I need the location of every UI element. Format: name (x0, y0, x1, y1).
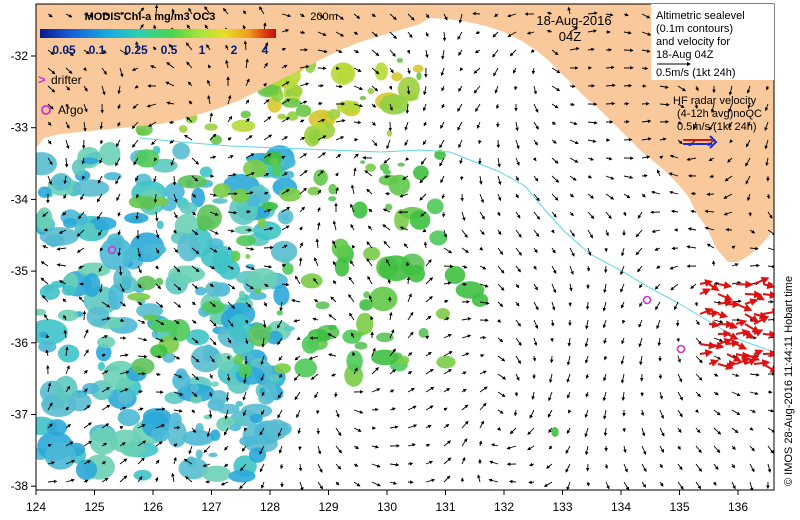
hf-legend-line: 0.5m/s (1kt 24h) (677, 121, 756, 133)
argo-float-marker (676, 344, 686, 354)
y-axis-ticks: -32 -33 -34 -35 -36 -37 -38 (11, 49, 36, 493)
y-tick-label: -34 (11, 192, 29, 206)
colorbar-tick: 4 (262, 43, 269, 57)
colorbar-tick: 0.5 (161, 43, 178, 57)
isobath-label: 200m (310, 11, 338, 23)
isobath-200m-line (139, 137, 774, 353)
map-date: 18-Aug-2016 (536, 13, 611, 28)
hf-legend-line: HF radar velocity (673, 95, 757, 107)
x-tick-label: 135 (669, 500, 689, 514)
argo-floats (107, 245, 686, 354)
x-tick-label: 133 (552, 500, 572, 514)
y-tick-label: -35 (11, 264, 29, 278)
x-tick-label: 127 (201, 500, 221, 514)
altimetry-legend-line: and velocity for (656, 36, 730, 48)
altimetry-legend-line: 0.5m/s (1kt 24h) (656, 67, 735, 79)
argo-float-marker (107, 245, 117, 255)
colorbar: MODIS Chl-a mg/m3 OC3 0.05 0.1 0.25 0.5 … (40, 11, 276, 57)
colorbar-tick: 1 (199, 43, 206, 57)
altimetry-velocity-vectors (40, 4, 774, 490)
altimetry-legend-box (651, 4, 774, 80)
hf-radar-velocity-vectors (699, 276, 774, 373)
plot-frame (35, 3, 775, 491)
drifter-symbol-icon: > (38, 72, 46, 87)
x-tick-label: 132 (494, 500, 514, 514)
x-tick-label: 134 (611, 500, 631, 514)
colorbar-gradient (40, 29, 276, 38)
credit-text: © IMOS 28-Aug-2016 11:44:11 Hobart time (783, 276, 795, 486)
y-tick-label: -36 (11, 336, 29, 350)
x-tick-label: 126 (143, 500, 163, 514)
hf-legend-line: (4-12h avg)noQC (677, 108, 762, 120)
y-tick-label: -32 (11, 49, 29, 63)
x-tick-label: 136 (728, 500, 748, 514)
y-tick-label: -33 (11, 121, 29, 135)
drifter-legend-label: drifter (51, 73, 82, 87)
argo-float-marker (642, 295, 652, 305)
argo-legend-icon (41, 105, 51, 115)
hf-scale-arrow-icon (709, 135, 718, 149)
altimetry-legend: Altimetric sealevel (0.1m contours) and … (651, 4, 774, 80)
map-time: 04Z (559, 29, 581, 44)
y-tick-label: -38 (11, 479, 29, 493)
colorbar-tick: 0.25 (124, 43, 148, 57)
y-tick-label: -37 (11, 408, 29, 422)
colorbar-tick: 2 (231, 43, 238, 57)
x-tick-label: 131 (435, 500, 455, 514)
marker-legend: > drifter Argo (38, 72, 84, 117)
x-tick-label: 128 (260, 500, 280, 514)
altimetry-legend-line: 18-Aug 04Z (656, 49, 714, 61)
x-tick-label: 130 (377, 500, 397, 514)
x-tick-label: 124 (26, 500, 46, 514)
argo-legend-label: Argo (58, 103, 84, 117)
colorbar-tick: 0.1 (89, 43, 106, 57)
hf-radar-legend: HF radar velocity (4-12h avg)noQC 0.5m/s… (673, 95, 762, 149)
altimetry-legend-line: Altimetric sealevel (656, 10, 745, 22)
altimetry-legend-line: (0.1m contours) (656, 23, 733, 35)
colorbar-title: MODIS Chl-a mg/m3 OC3 (85, 11, 216, 23)
x-axis-ticks: 124 125 126 127 128 129 130 131 132 133 134 135 136 (26, 490, 748, 514)
colorbar-tick: 0.05 (52, 43, 76, 57)
x-tick-label: 125 (84, 500, 104, 514)
x-tick-label: 129 (318, 500, 338, 514)
